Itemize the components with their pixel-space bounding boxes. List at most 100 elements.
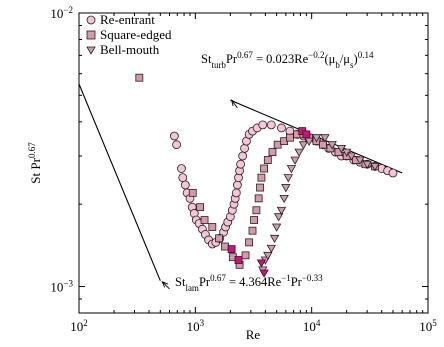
point-re-entrant [231,188,241,198]
x-tick-label: 102 [70,318,88,334]
point-bell-mouth [269,234,280,244]
y-tick-label: 10−3 [50,278,73,294]
turbulent-correlation-label: StturbPr0.67 = 0.023Re−0.2(μb/μs)0.14 [201,50,374,70]
point-square-edged [208,223,217,231]
x-tick-exponent: 2 [83,318,88,328]
legend-item-bell-mouth: Bell-mouth [86,42,160,57]
y-axis-label: St Pr0.67 [27,142,43,184]
point-square-edged [135,73,144,82]
legend-label: Re-entrant [100,12,155,27]
plot-frame [78,12,429,314]
x-tick-exponent: 5 [432,318,437,328]
point-highlight-triangle [259,269,269,278]
point-re-entrant [236,159,246,169]
point-bell-mouth [294,148,304,157]
legend-marker-circle [86,15,96,25]
point-square-edged [215,234,223,243]
point-square-edged [221,242,229,251]
laminar-correlation-label: StlamPr0.67 = 4.364Re−1Pr−0.33 [175,273,323,293]
point-square-edged [257,173,266,182]
point-bell-mouth [276,206,287,216]
point-bell-mouth [298,141,309,150]
point-square-edged [263,156,272,164]
point-re-entrant [180,180,190,190]
legend-label: Bell-mouth [100,42,160,57]
point-bell-mouth [370,162,380,172]
x-axis-label: Re [246,327,261,342]
x-tick-label: 103 [187,318,205,334]
point-square-edged [256,183,264,192]
arrow-head [161,281,169,288]
legend-label: Square-edged [100,27,172,42]
point-re-entrant [258,120,268,130]
point-bell-mouth [362,160,372,170]
point-square-edged [245,238,254,247]
x-tick-exponent: 4 [316,318,321,328]
point-square-edged [188,188,197,197]
legend-marker-triangle [86,46,96,55]
x-tick-base: 10 [419,319,432,334]
point-highlight-square [234,256,243,264]
point-re-entrant [266,120,276,130]
point-bell-mouth [273,213,284,222]
x-axis: 102 103 104 105 [70,13,437,334]
y-tick-exponent: −2 [63,5,73,15]
point-square-edged [248,226,257,235]
point-re-entrant [277,123,286,133]
point-bell-mouth [327,141,337,150]
x-tick-label: 105 [419,318,437,334]
data-points [135,73,398,278]
arrow-shaft [231,99,238,109]
x-tick-exponent: 3 [200,318,205,328]
legend-marker-square [86,30,96,40]
correlation-line-st-lam [78,83,161,281]
point-re-entrant [240,143,249,153]
point-square-edged [250,216,258,224]
point-square-edged [334,148,343,157]
arrow-shaft [161,281,170,290]
point-square-edged [241,251,250,260]
point-square-edged [254,194,263,203]
point-re-entrant [172,140,181,150]
point-highlight-triangle [256,259,267,268]
point-bell-mouth [283,174,294,183]
y-tick-label: 10−2 [50,5,73,21]
x-tick-base: 10 [303,319,316,334]
point-square-edged [273,140,282,149]
point-bell-mouth [286,165,297,174]
legend-item-square-edged: Square-edged [86,27,172,42]
point-bell-mouth [355,156,365,165]
y-axis: 10−310−2 [50,5,428,314]
y-tick-base: 10 [50,279,63,294]
legend-item-re-entrant: Re-entrant [86,12,155,27]
x-tick-base: 10 [70,319,83,334]
x-tick-label: 104 [303,318,321,334]
point-square-edged [200,216,209,224]
y-tick-exponent: −3 [63,278,73,288]
point-bell-mouth [290,156,300,165]
annotation-arrows [161,99,238,290]
point-bell-mouth [311,134,322,143]
point-re-entrant [233,180,242,190]
point-square-edged [252,206,261,215]
point-bell-mouth [346,152,357,161]
point-bell-mouth [263,251,273,261]
point-bell-mouth [320,134,330,143]
point-re-entrant [178,173,188,183]
point-bell-mouth [279,194,289,204]
y-tick-base: 10 [50,6,63,21]
point-re-entrant [238,151,248,161]
arrow-head [230,99,238,107]
point-square-edged [268,148,277,157]
point-bell-mouth [271,223,282,232]
point-re-entrant [388,168,398,178]
point-re-entrant [177,164,186,173]
point-re-entrant [169,131,179,141]
point-square-edged [286,133,294,142]
point-highlight-square [302,130,311,139]
point-square-edged [260,164,268,173]
point-bell-mouth [266,244,277,254]
legend: Re-entrant Square-edged Bell-mouth [86,12,172,57]
x-tick-base: 10 [187,319,200,334]
